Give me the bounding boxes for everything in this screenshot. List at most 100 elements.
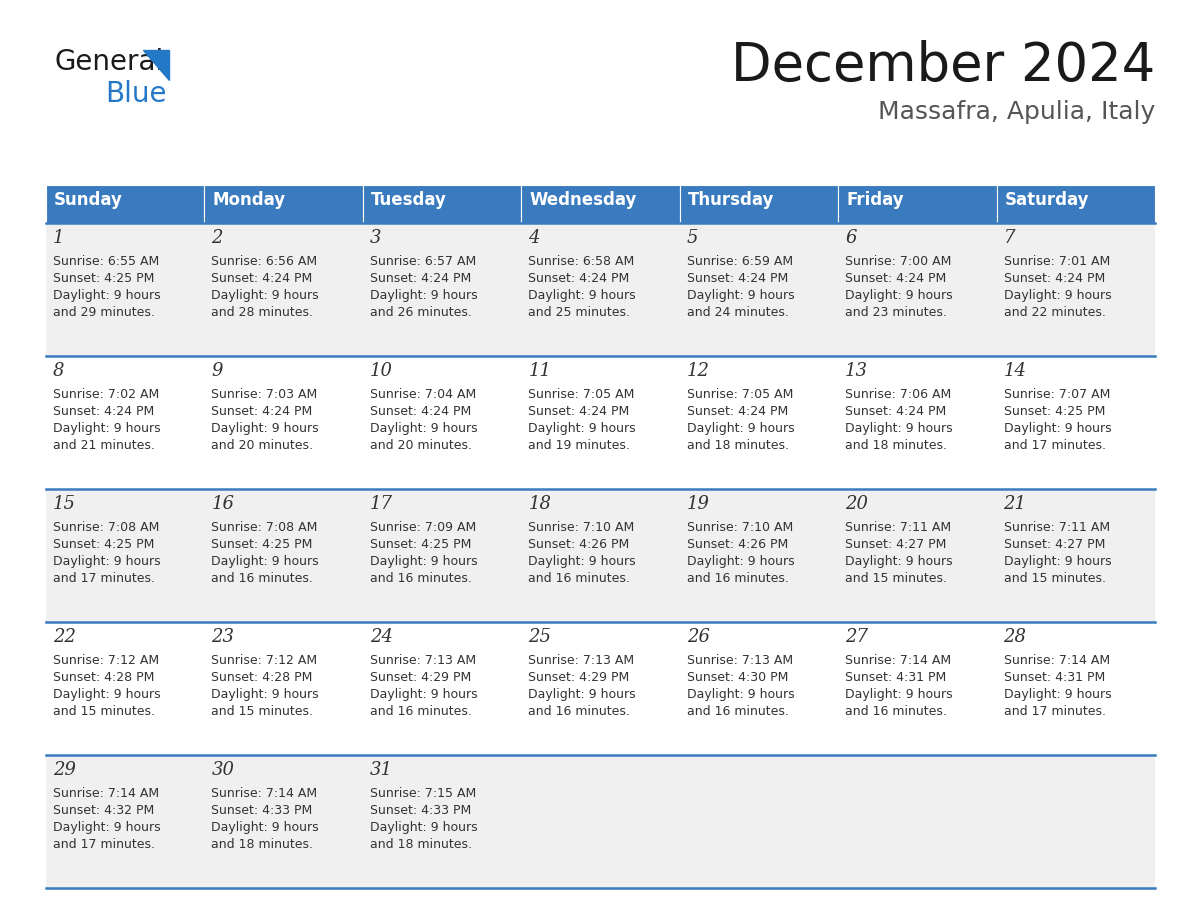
Text: Sunset: 4:31 PM: Sunset: 4:31 PM	[1004, 671, 1105, 684]
Text: and 19 minutes.: and 19 minutes.	[529, 439, 630, 452]
Text: and 16 minutes.: and 16 minutes.	[369, 705, 472, 718]
Text: Daylight: 9 hours: Daylight: 9 hours	[53, 555, 160, 568]
Text: Sunrise: 7:05 AM: Sunrise: 7:05 AM	[687, 388, 794, 401]
Bar	[522, 185, 680, 223]
Text: 26: 26	[687, 628, 709, 646]
Text: Sunset: 4:24 PM: Sunset: 4:24 PM	[369, 272, 472, 285]
Text: and 18 minutes.: and 18 minutes.	[687, 439, 789, 452]
Text: Sunset: 4:25 PM: Sunset: 4:25 PM	[211, 538, 312, 551]
Text: Sunset: 4:24 PM: Sunset: 4:24 PM	[845, 405, 947, 418]
Text: Daylight: 9 hours: Daylight: 9 hours	[687, 688, 795, 701]
Text: Thursday: Thursday	[688, 191, 775, 209]
Text: Sunset: 4:25 PM: Sunset: 4:25 PM	[53, 538, 154, 551]
Text: Sunrise: 7:02 AM: Sunrise: 7:02 AM	[53, 388, 159, 401]
Text: Daylight: 9 hours: Daylight: 9 hours	[211, 688, 320, 701]
Text: 10: 10	[369, 362, 393, 380]
Text: Sunset: 4:29 PM: Sunset: 4:29 PM	[529, 671, 630, 684]
Text: 9: 9	[211, 362, 223, 380]
Text: 23: 23	[211, 628, 234, 646]
Text: Sunrise: 7:11 AM: Sunrise: 7:11 AM	[1004, 521, 1110, 534]
Text: Daylight: 9 hours: Daylight: 9 hours	[369, 821, 478, 834]
Text: 18: 18	[529, 495, 551, 513]
Text: Sunrise: 6:56 AM: Sunrise: 6:56 AM	[211, 255, 317, 268]
Text: and 20 minutes.: and 20 minutes.	[211, 439, 314, 452]
Text: and 16 minutes.: and 16 minutes.	[369, 572, 472, 585]
Text: Daylight: 9 hours: Daylight: 9 hours	[1004, 688, 1111, 701]
Bar	[46, 622, 1155, 755]
Text: 8: 8	[53, 362, 64, 380]
Text: Sunrise: 7:12 AM: Sunrise: 7:12 AM	[211, 654, 317, 667]
Text: Sunrise: 7:12 AM: Sunrise: 7:12 AM	[53, 654, 159, 667]
Text: 5: 5	[687, 229, 699, 247]
Text: Blue: Blue	[105, 80, 166, 108]
Text: Daylight: 9 hours: Daylight: 9 hours	[529, 422, 636, 435]
Text: 24: 24	[369, 628, 393, 646]
Text: Daylight: 9 hours: Daylight: 9 hours	[845, 422, 953, 435]
Text: 7: 7	[1004, 229, 1015, 247]
Text: Sunrise: 7:14 AM: Sunrise: 7:14 AM	[1004, 654, 1110, 667]
Text: Sunrise: 7:08 AM: Sunrise: 7:08 AM	[53, 521, 159, 534]
Text: and 16 minutes.: and 16 minutes.	[845, 705, 947, 718]
Text: and 16 minutes.: and 16 minutes.	[687, 572, 789, 585]
Text: Sunrise: 7:01 AM: Sunrise: 7:01 AM	[1004, 255, 1110, 268]
Text: Sunset: 4:26 PM: Sunset: 4:26 PM	[529, 538, 630, 551]
Text: 6: 6	[845, 229, 857, 247]
Text: Daylight: 9 hours: Daylight: 9 hours	[369, 555, 478, 568]
Text: Sunrise: 7:06 AM: Sunrise: 7:06 AM	[845, 388, 952, 401]
Text: Sunset: 4:25 PM: Sunset: 4:25 PM	[53, 272, 154, 285]
Text: Sunrise: 7:13 AM: Sunrise: 7:13 AM	[687, 654, 792, 667]
Text: 27: 27	[845, 628, 868, 646]
Text: Sunrise: 7:03 AM: Sunrise: 7:03 AM	[211, 388, 317, 401]
Bar	[46, 755, 1155, 888]
Bar	[997, 185, 1155, 223]
Text: Daylight: 9 hours: Daylight: 9 hours	[53, 688, 160, 701]
Text: 11: 11	[529, 362, 551, 380]
Text: Daylight: 9 hours: Daylight: 9 hours	[53, 289, 160, 302]
Text: 25: 25	[529, 628, 551, 646]
Text: Sunset: 4:24 PM: Sunset: 4:24 PM	[369, 405, 472, 418]
Text: 4: 4	[529, 229, 539, 247]
Text: and 15 minutes.: and 15 minutes.	[53, 705, 154, 718]
Text: and 17 minutes.: and 17 minutes.	[53, 838, 154, 851]
Bar	[680, 185, 839, 223]
Text: and 21 minutes.: and 21 minutes.	[53, 439, 154, 452]
Text: and 15 minutes.: and 15 minutes.	[1004, 572, 1106, 585]
Text: Sunset: 4:24 PM: Sunset: 4:24 PM	[211, 272, 312, 285]
Text: Daylight: 9 hours: Daylight: 9 hours	[53, 821, 160, 834]
Text: Daylight: 9 hours: Daylight: 9 hours	[687, 289, 795, 302]
Text: 17: 17	[369, 495, 393, 513]
Text: and 23 minutes.: and 23 minutes.	[845, 306, 947, 319]
Text: and 17 minutes.: and 17 minutes.	[1004, 439, 1106, 452]
Text: and 15 minutes.: and 15 minutes.	[845, 572, 947, 585]
Text: Daylight: 9 hours: Daylight: 9 hours	[369, 422, 478, 435]
Bar	[362, 185, 522, 223]
Text: Sunrise: 7:10 AM: Sunrise: 7:10 AM	[687, 521, 792, 534]
Text: 31: 31	[369, 761, 393, 779]
Text: Sunrise: 7:14 AM: Sunrise: 7:14 AM	[845, 654, 952, 667]
Text: Sunrise: 7:13 AM: Sunrise: 7:13 AM	[369, 654, 476, 667]
Text: and 17 minutes.: and 17 minutes.	[53, 572, 154, 585]
Text: Sunset: 4:24 PM: Sunset: 4:24 PM	[687, 272, 788, 285]
Text: Daylight: 9 hours: Daylight: 9 hours	[845, 555, 953, 568]
Text: Sunset: 4:28 PM: Sunset: 4:28 PM	[211, 671, 312, 684]
Text: 12: 12	[687, 362, 709, 380]
Text: Sunrise: 7:05 AM: Sunrise: 7:05 AM	[529, 388, 634, 401]
Text: Sunrise: 7:00 AM: Sunrise: 7:00 AM	[845, 255, 952, 268]
Text: Daylight: 9 hours: Daylight: 9 hours	[211, 422, 320, 435]
Text: and 26 minutes.: and 26 minutes.	[369, 306, 472, 319]
Text: Daylight: 9 hours: Daylight: 9 hours	[529, 555, 636, 568]
Text: Sunset: 4:26 PM: Sunset: 4:26 PM	[687, 538, 788, 551]
Text: Daylight: 9 hours: Daylight: 9 hours	[687, 422, 795, 435]
Text: Sunrise: 7:11 AM: Sunrise: 7:11 AM	[845, 521, 952, 534]
Bar	[204, 185, 362, 223]
Text: Daylight: 9 hours: Daylight: 9 hours	[211, 821, 320, 834]
Text: Sunset: 4:27 PM: Sunset: 4:27 PM	[1004, 538, 1105, 551]
Text: and 18 minutes.: and 18 minutes.	[211, 838, 314, 851]
Text: Sunrise: 7:08 AM: Sunrise: 7:08 AM	[211, 521, 318, 534]
Text: Sunrise: 7:14 AM: Sunrise: 7:14 AM	[211, 787, 317, 800]
Text: Daylight: 9 hours: Daylight: 9 hours	[529, 688, 636, 701]
Text: and 15 minutes.: and 15 minutes.	[211, 705, 314, 718]
Text: and 16 minutes.: and 16 minutes.	[529, 572, 630, 585]
Text: 28: 28	[1004, 628, 1026, 646]
Text: and 22 minutes.: and 22 minutes.	[1004, 306, 1106, 319]
